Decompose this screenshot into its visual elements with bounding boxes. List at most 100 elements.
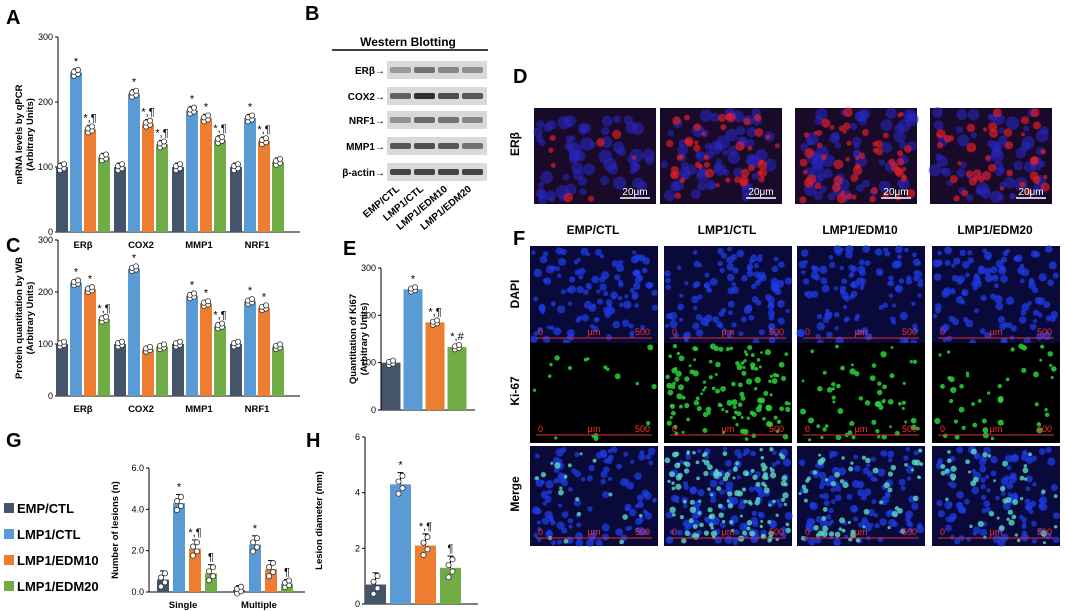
ki67-nucleus: [560, 289, 566, 295]
ki67-signal: [781, 375, 787, 382]
chart-g: 0.0 2.0 4.0 6.0 Number of lesions (n) * *,¶ ¶ Si…: [110, 463, 305, 611]
er-beta-signal: [703, 161, 710, 168]
er-beta-signal: [838, 125, 845, 132]
ki67-nucleus: [873, 513, 878, 518]
ki67-nucleus: [1045, 245, 1053, 253]
chart-g-data-point: [157, 574, 164, 581]
ki67-signal: [1041, 489, 1046, 494]
ki67-signal: [1022, 467, 1029, 474]
ki67-signal: [672, 381, 676, 386]
ki67-nucleus: [871, 499, 877, 505]
er-beta-signal: [754, 128, 764, 137]
ki67-nucleus: [769, 328, 775, 334]
ki67-nucleus: [1013, 495, 1019, 501]
ki67-nucleus: [726, 273, 735, 282]
chart-c-y-tick-label: 100: [38, 339, 53, 349]
ki67-signal: [1028, 452, 1032, 457]
ki67-signal: [744, 352, 749, 357]
ki67-row-label: Merge: [508, 476, 522, 512]
ki67-nucleus: [537, 327, 544, 333]
ki67-signal: [801, 484, 807, 490]
chart-e-bar: [425, 322, 445, 410]
ki67-nucleus: [889, 316, 896, 323]
chart-c-bar: [200, 303, 212, 396]
ki67-signal: [776, 419, 782, 425]
ki67-signal: [744, 437, 749, 441]
ki67-signal: [664, 457, 671, 464]
ki67-nucleus: [635, 527, 641, 533]
ki67-nucleus: [576, 522, 582, 528]
ki67-nucleus: [734, 529, 740, 536]
ki67-signal: [784, 401, 789, 406]
ki67-signal: [731, 381, 736, 387]
ki67-signal: [671, 512, 676, 517]
ki67-nucleus: [641, 489, 649, 497]
ki67-nucleus: [905, 447, 911, 452]
ki67-nucleus: [841, 291, 849, 300]
chart-a-significance-mark: *: [74, 56, 79, 68]
chart-g-data-point: [193, 548, 200, 555]
er-beta-signal: [872, 141, 878, 147]
ki67-signal: [934, 417, 941, 425]
er-beta-signal: [953, 195, 960, 202]
ki67-signal: [831, 387, 836, 391]
chart-h-data-point: [374, 573, 381, 580]
ki67-signal: [909, 360, 913, 364]
ki67-signal: [743, 359, 747, 363]
ki67-signal: [718, 346, 724, 352]
chart-c-bar: [258, 307, 270, 396]
ki67-nucleus: [557, 305, 566, 314]
ki67-nucleus: [665, 312, 673, 320]
er-beta-nucleus: [965, 194, 974, 202]
ki67-nucleus: [1007, 492, 1013, 497]
chart-a-bar: [98, 157, 110, 232]
chart-e-data-point: [411, 284, 418, 291]
ki67-signal: [675, 483, 682, 490]
ki67-signal: [720, 385, 726, 392]
chart-g-data-point: [249, 539, 256, 546]
ki67-row-label: Ki-67: [508, 376, 522, 406]
ki67-signal: [950, 465, 957, 472]
ki67-nucleus: [709, 277, 718, 286]
ki67-nucleus: [984, 274, 993, 283]
ki67-nucleus: [567, 285, 577, 294]
western-blot-band: [462, 169, 483, 175]
chart-g-significance-mark: *,¶: [188, 527, 201, 539]
er-beta-signal: [676, 154, 683, 161]
ki67-signal: [670, 410, 676, 416]
ki67-signal: [1007, 509, 1014, 515]
er-beta-signal: [694, 140, 699, 145]
ki67-signal: [688, 518, 694, 524]
ki67-signal: [1020, 496, 1024, 501]
ki67-nucleus: [1048, 261, 1057, 270]
ki67-nucleus: [753, 263, 760, 269]
ki67-nucleus: [575, 538, 584, 547]
ki67-nucleus: [994, 295, 1003, 304]
ki67-nucleus: [983, 500, 991, 508]
ki67-signal: [785, 406, 791, 413]
ki67-signal: [703, 530, 710, 536]
er-beta-nucleus: [893, 130, 906, 143]
er-beta-nucleus: [670, 181, 680, 192]
ki67-nucleus: [855, 329, 862, 336]
ki67-nucleus: [673, 332, 680, 339]
ki67-signal: [769, 466, 773, 470]
chart-c-data-point: [103, 313, 110, 320]
ki67-scale-end: 500: [769, 424, 784, 434]
ki67-signal: [735, 461, 740, 466]
er-beta-nucleus: [745, 138, 755, 148]
er-beta-signal: [612, 129, 622, 140]
ki67-nucleus: [538, 305, 546, 312]
er-beta-nucleus: [814, 115, 824, 125]
ki67-scale-start: 0: [940, 424, 945, 434]
ki67-signal: [760, 519, 764, 523]
er-beta-nucleus: [571, 162, 583, 174]
chart-h-data-point: [395, 478, 402, 485]
ki67-nucleus: [555, 266, 561, 272]
ki67-signal: [725, 409, 729, 414]
chart-a-significance-mark: *,¶: [213, 123, 226, 135]
ki67-nucleus: [852, 507, 858, 513]
ki67-nucleus: [835, 494, 842, 502]
ki67-nucleus: [601, 523, 610, 532]
ki67-nucleus: [825, 308, 830, 314]
